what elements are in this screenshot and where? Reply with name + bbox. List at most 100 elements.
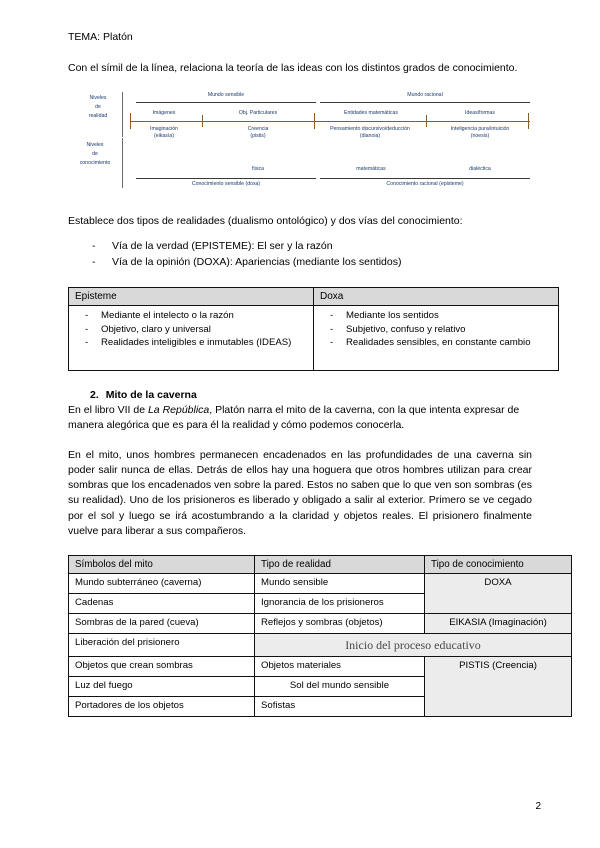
diagram-knowledge-imaginacion: Imaginación (eikasía): [126, 126, 202, 139]
diagram-tick-start: [130, 113, 131, 130]
doxa-list: Mediante los sentidos Subjetivo, confuso…: [320, 309, 552, 350]
diagram-left-divider-lower: [122, 138, 123, 189]
list-item: Vía de la verdad (EPISTEME): El ser y la…: [68, 238, 532, 255]
diagram-knowledge-noesis-line1: Inteligencia pura/intuición: [450, 126, 510, 133]
table-header-episteme: Episteme: [68, 287, 314, 307]
diagram-rule-top-right: [320, 102, 530, 104]
diagram-knowledge-dianoia-line1: Pensamiento discursivo/deducción: [330, 126, 410, 133]
table-header-doxa: Doxa: [313, 287, 559, 307]
table-header-tipo-conocimiento: Tipo de conocimiento: [424, 554, 572, 574]
diagram-label-niveles-conocimiento-2: de: [92, 151, 98, 158]
diagram-knowledge-noesis: Inteligencia pura/intuición (noesis): [428, 126, 532, 139]
diagram-label-niveles-conocimiento-3: conocimiento: [79, 160, 111, 167]
cell-reality: Ignorancia de los prisioneros: [254, 592, 425, 614]
diagram-knowledge-dianoia-line2: (dianoia): [359, 132, 381, 139]
diagram-label-niveles-realidad-2: de: [95, 104, 101, 111]
table-row: Mediante el intelecto o la razón Objetiv…: [68, 305, 559, 372]
diagram-knowledge-imaginacion-line1: Imaginación: [150, 126, 178, 133]
diagram-rule-bottom-right: [320, 178, 530, 180]
diagram-footer-conocimiento-sensible: Conocimiento sensible (doxa): [191, 181, 261, 188]
cave-p1-part-a: En el libro VII de: [68, 404, 148, 417]
diagram-footer-conocimiento-racional: Conocimiento racional (episteme): [386, 181, 464, 188]
diagram-tick-1: [202, 115, 203, 128]
list-item: Realidades sensibles, en constante cambi…: [320, 336, 552, 350]
section-heading-mito-caverna: 2. Mito de la caverna: [68, 389, 532, 401]
list-item: Mediante el intelecto o la razón: [75, 309, 307, 323]
diagram-label-niveles-realidad-1: Niveles: [89, 95, 107, 102]
divided-line-diagram: Niveles de realidad Niveles de conocimie…: [68, 90, 532, 198]
diagram-science-dialectica: dialéctica: [469, 166, 491, 173]
cell-knowledge-pistis: PISTIS (Creencia): [424, 655, 572, 717]
cell-symbol: Mundo subterráneo (caverna): [68, 572, 255, 594]
section-number: 2.: [90, 389, 99, 402]
cell-reality: Sofistas: [254, 695, 425, 717]
table-row: Luz del fuego Sol del mundo sensible: [68, 675, 572, 697]
table-header-tipo-realidad: Tipo de realidad: [254, 554, 425, 574]
diagram-header-mundo-sensible: Mundo sensible: [207, 92, 245, 99]
table-cell-doxa: Mediante los sentidos Subjetivo, confuso…: [313, 305, 559, 372]
cave-p1-part-b: , Platón narra el mito de la caverna, co…: [68, 404, 520, 432]
document-content: TEMA: Platón Con el símil de la línea, r…: [68, 30, 572, 717]
cell-symbol: Luz del fuego: [68, 675, 255, 697]
diagram-tick-end: [528, 113, 529, 130]
diagram-knowledge-imaginacion-line2: (eikasía): [154, 132, 174, 139]
cave-paragraph-2: En el mito, unos hombres permanecen enca…: [68, 448, 532, 537]
cell-reality: Reflejos y sombras (objetos): [254, 612, 425, 634]
cell-symbol: Cadenas: [68, 592, 255, 614]
diagram-rule-bottom-left: [136, 178, 316, 180]
list-item: Vía de la opinión (DOXA): Apariencias (m…: [68, 254, 532, 271]
diagram-main-line: [130, 121, 530, 123]
table-row: Sombras de la pared (cueva) Reflejos y s…: [68, 612, 572, 634]
diagram-knowledge-creencia-line2: (pistis): [250, 132, 266, 139]
list-item: Mediante los sentidos: [320, 309, 552, 323]
cell-reality: Objetos materiales: [254, 655, 425, 677]
table-header-row: Episteme Doxa: [68, 287, 559, 307]
cell-knowledge-eikasia: EIKASIA (Imaginación): [424, 612, 572, 634]
diagram-header-mundo-racional: Mundo racional: [407, 92, 443, 99]
episteme-list: Mediante el intelecto o la razón Objetiv…: [75, 309, 307, 350]
cell-symbol: Sombras de la pared (cueva): [68, 612, 255, 634]
cell-reality: Mundo sensible: [254, 572, 425, 594]
diagram-knowledge-creencia-line1: Creencia: [247, 126, 269, 133]
table-header-simbolos: Símbolos del mito: [68, 554, 255, 574]
diagram-reality-ideas-formas: Ideas/formas: [465, 110, 495, 117]
diagram-left-divider: [122, 92, 123, 138]
table-row: Mundo subterráneo (caverna) Mundo sensib…: [68, 572, 572, 614]
diagram-label-niveles-conocimiento-1: Niveles: [86, 142, 104, 149]
table-cave-symbols: Símbolos del mito Tipo de realidad Tipo …: [68, 554, 572, 717]
dualism-lead: Establece dos tipos de realidades (duali…: [68, 215, 463, 228]
diagram-reality-obj-particulares: Obj. Particulares: [238, 110, 278, 117]
cell-inicio-proceso-educativo: Inicio del proceso educativo: [254, 632, 572, 657]
diagram-tick-3: [426, 115, 427, 128]
diagram-reality-entidades-matematicas: Entidades matemáticas: [344, 110, 398, 117]
table-header-row: Símbolos del mito Tipo de realidad Tipo …: [68, 554, 572, 574]
page-title: TEMA: Platón: [68, 31, 133, 43]
list-item: Objetivo, claro y universal: [75, 323, 307, 337]
cave-p1-italic-title: La República: [147, 404, 210, 417]
diagram-label-niveles-realidad-3: realidad: [88, 113, 108, 120]
table-cell-episteme: Mediante el intelecto o la razón Objetiv…: [68, 305, 314, 372]
list-item: Subjetivo, confuso y relativo: [320, 323, 552, 337]
diagram-knowledge-creencia: Creencia (pistis): [208, 126, 308, 139]
table-episteme-doxa: Episteme Doxa Mediante el intelecto o la…: [68, 287, 559, 372]
diagram-tick-2: [314, 113, 315, 130]
diagram-reality-imagenes: Imágenes: [152, 110, 176, 117]
table-row: Liberación del prisionero Inicio del pro…: [68, 632, 572, 657]
diagram-knowledge-dianoia: Pensamiento discursivo/deducción (dianoi…: [312, 126, 428, 139]
diagram-science-matematicas: matemáticas: [356, 166, 386, 173]
diagram-science-fisica: física: [251, 166, 265, 173]
table-row: Portadores de los objetos Sofistas: [68, 695, 572, 717]
table-row: Objetos que crean sombras Objetos materi…: [68, 655, 572, 717]
diagram-rule-top-left: [136, 102, 316, 104]
list-item: Realidades inteligibles e inmutables (ID…: [75, 336, 307, 350]
dualism-list: Vía de la verdad (EPISTEME): El ser y la…: [68, 238, 532, 272]
cell-reality: Sol del mundo sensible: [254, 675, 425, 697]
page-number: 2: [535, 801, 541, 812]
cell-symbol: Liberación del prisionero: [68, 632, 255, 657]
intro-paragraph: Con el símil de la línea, relaciona la t…: [68, 62, 518, 75]
cell-symbol: Portadores de los objetos: [68, 695, 255, 717]
section-title: Mito de la caverna: [105, 389, 197, 402]
cell-symbol: Objetos que crean sombras: [68, 655, 255, 677]
cell-knowledge-doxa: DOXA: [424, 572, 572, 614]
